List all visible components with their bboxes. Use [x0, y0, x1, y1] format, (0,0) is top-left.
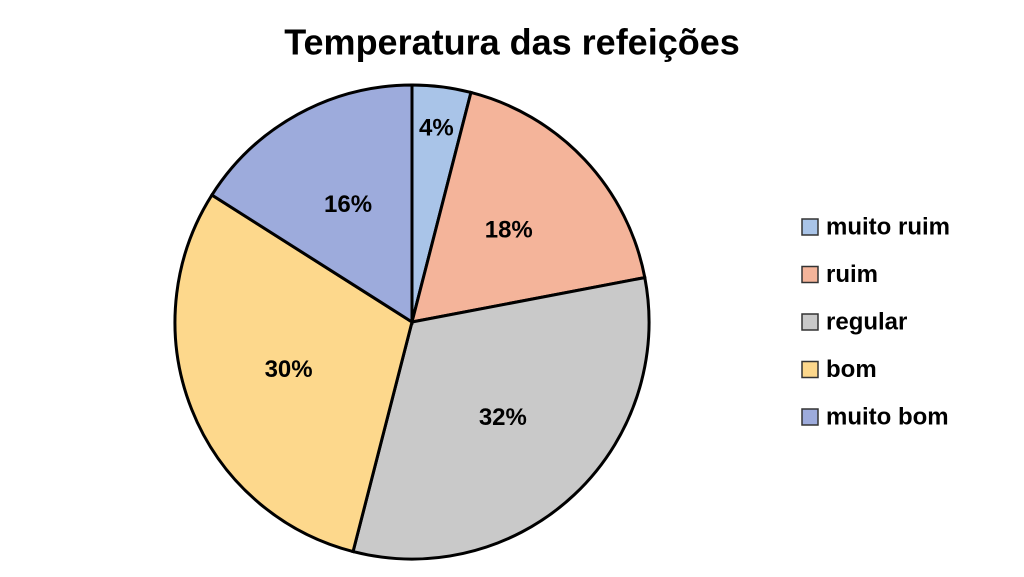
legend-label: regular: [826, 308, 907, 335]
legend-label: ruim: [826, 261, 878, 288]
pie-slice: [409, 90, 647, 324]
legend-swatch: [801, 265, 819, 284]
data-label: 4%: [419, 115, 454, 142]
pie-slice: [209, 83, 414, 325]
legend-swatch: [801, 218, 819, 236]
data-label: 18%: [485, 216, 533, 243]
legend-swatch: [801, 408, 819, 426]
legend-label: muito bom: [826, 403, 949, 430]
data-label: 30%: [265, 356, 313, 383]
legend-swatch: [801, 360, 819, 379]
pie-slice: [351, 275, 651, 561]
legend-label: bom: [826, 356, 877, 383]
data-label: 32%: [479, 404, 527, 431]
legend-swatch: [801, 313, 819, 331]
pie-slice: [173, 192, 414, 554]
chart-title: Temperatura das refeições: [284, 22, 740, 63]
data-label: 16%: [324, 191, 372, 218]
legend-label: muito ruim: [826, 213, 950, 240]
